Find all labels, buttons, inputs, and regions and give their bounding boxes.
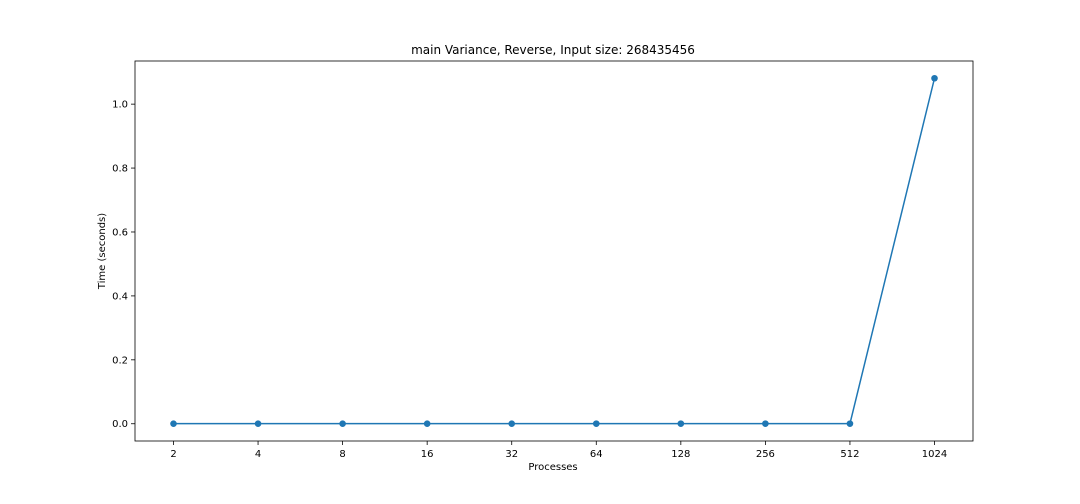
x-tick-label: 32 [505, 449, 518, 460]
data-point [931, 74, 938, 82]
data-point [592, 420, 600, 427]
series-layer [170, 74, 938, 427]
x-tick-label: 256 [756, 449, 775, 460]
y-tick-label: 0.8 [112, 164, 128, 175]
x-tick-label: 128 [671, 449, 690, 460]
data-point [423, 420, 431, 427]
chart-title: main Variance, Reverse, Input size: 2684… [411, 43, 695, 57]
x-tick-label: 4 [255, 449, 261, 460]
data-point [677, 420, 685, 427]
y-tick-label: 0.0 [112, 419, 128, 430]
x-tick-label: 64 [590, 449, 603, 460]
x-tick-label: 1024 [922, 449, 947, 460]
data-point [339, 420, 346, 427]
data-point [508, 420, 516, 427]
series-line [173, 78, 936, 425]
x-tick-label: 8 [339, 449, 345, 460]
plot-frame [134, 60, 974, 442]
x-tick-label: 16 [421, 449, 434, 460]
data-point [254, 420, 262, 427]
data-point [846, 420, 854, 427]
data-point [170, 420, 177, 427]
x-axis-label: Processes [528, 462, 577, 473]
y-axis: 0.0 0.2 0.4 0.6 0.8 1.0 [112, 100, 135, 430]
y-tick-label: 0.2 [112, 355, 128, 366]
y-tick-label: 0.6 [112, 227, 128, 238]
x-tick-label: 2 [170, 449, 176, 460]
data-point [762, 420, 769, 427]
y-tick-label: 1.0 [112, 100, 128, 111]
y-axis-label: Time (seconds) [97, 213, 108, 290]
y-tick-label: 0.4 [112, 291, 128, 302]
x-axis: 2 4 8 16 32 64 128 256 512 1024 [170, 441, 947, 460]
x-tick-label: 512 [840, 449, 859, 460]
